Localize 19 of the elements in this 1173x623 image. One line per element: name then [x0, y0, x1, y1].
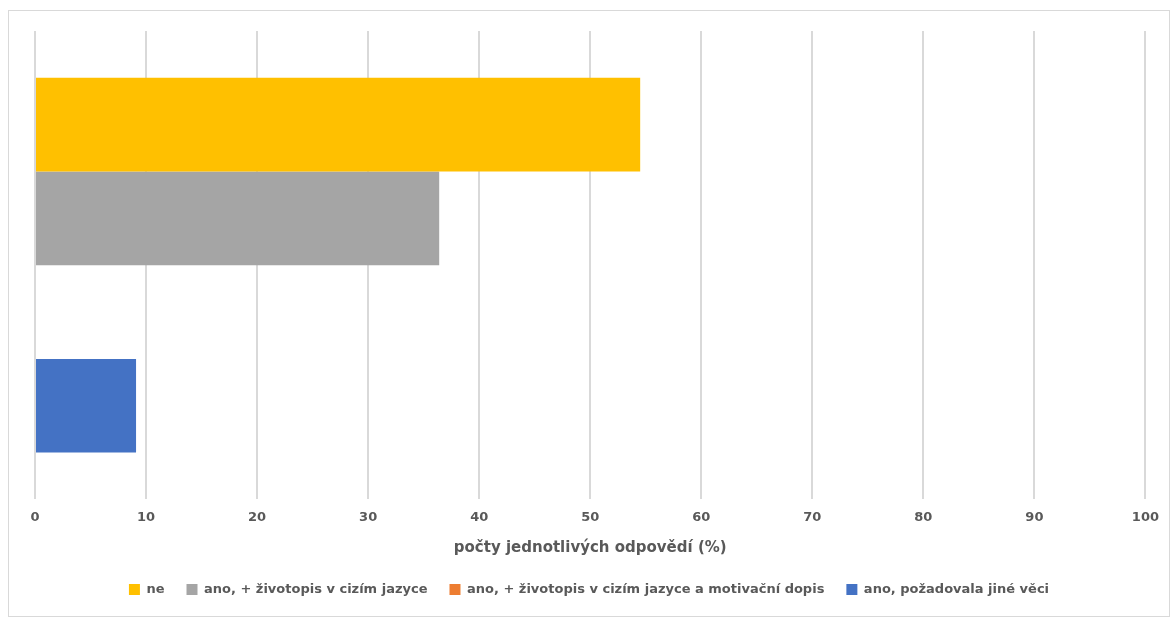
legend-label: ano, + životopis v cizím jazyce a motivační dopis [466, 580, 825, 596]
bar [36, 171, 440, 266]
x-tick-label: 10 [137, 508, 156, 524]
legend-label: ne [146, 580, 165, 596]
x-tick-label: 100 [1131, 508, 1159, 524]
x-tick-label: 50 [581, 508, 600, 524]
legend-label: ano, požadovala jiné věci [863, 580, 1050, 596]
x-tick-label: 70 [803, 508, 822, 524]
x-tick-label: 90 [1025, 508, 1044, 524]
x-tick-label: 80 [914, 508, 933, 524]
x-tick-label: 30 [359, 508, 378, 524]
x-tick-label: 40 [470, 508, 489, 524]
x-tick-label: 60 [692, 508, 711, 524]
x-axis-title: počty jednotlivých odpovědí (%) [453, 537, 727, 556]
x-tick-label: 0 [30, 508, 40, 524]
x-tick-label: 20 [248, 508, 267, 524]
bar [36, 77, 641, 172]
legend-label: ano, + životopis v cizím jazyce [204, 580, 428, 596]
bar [36, 358, 137, 453]
